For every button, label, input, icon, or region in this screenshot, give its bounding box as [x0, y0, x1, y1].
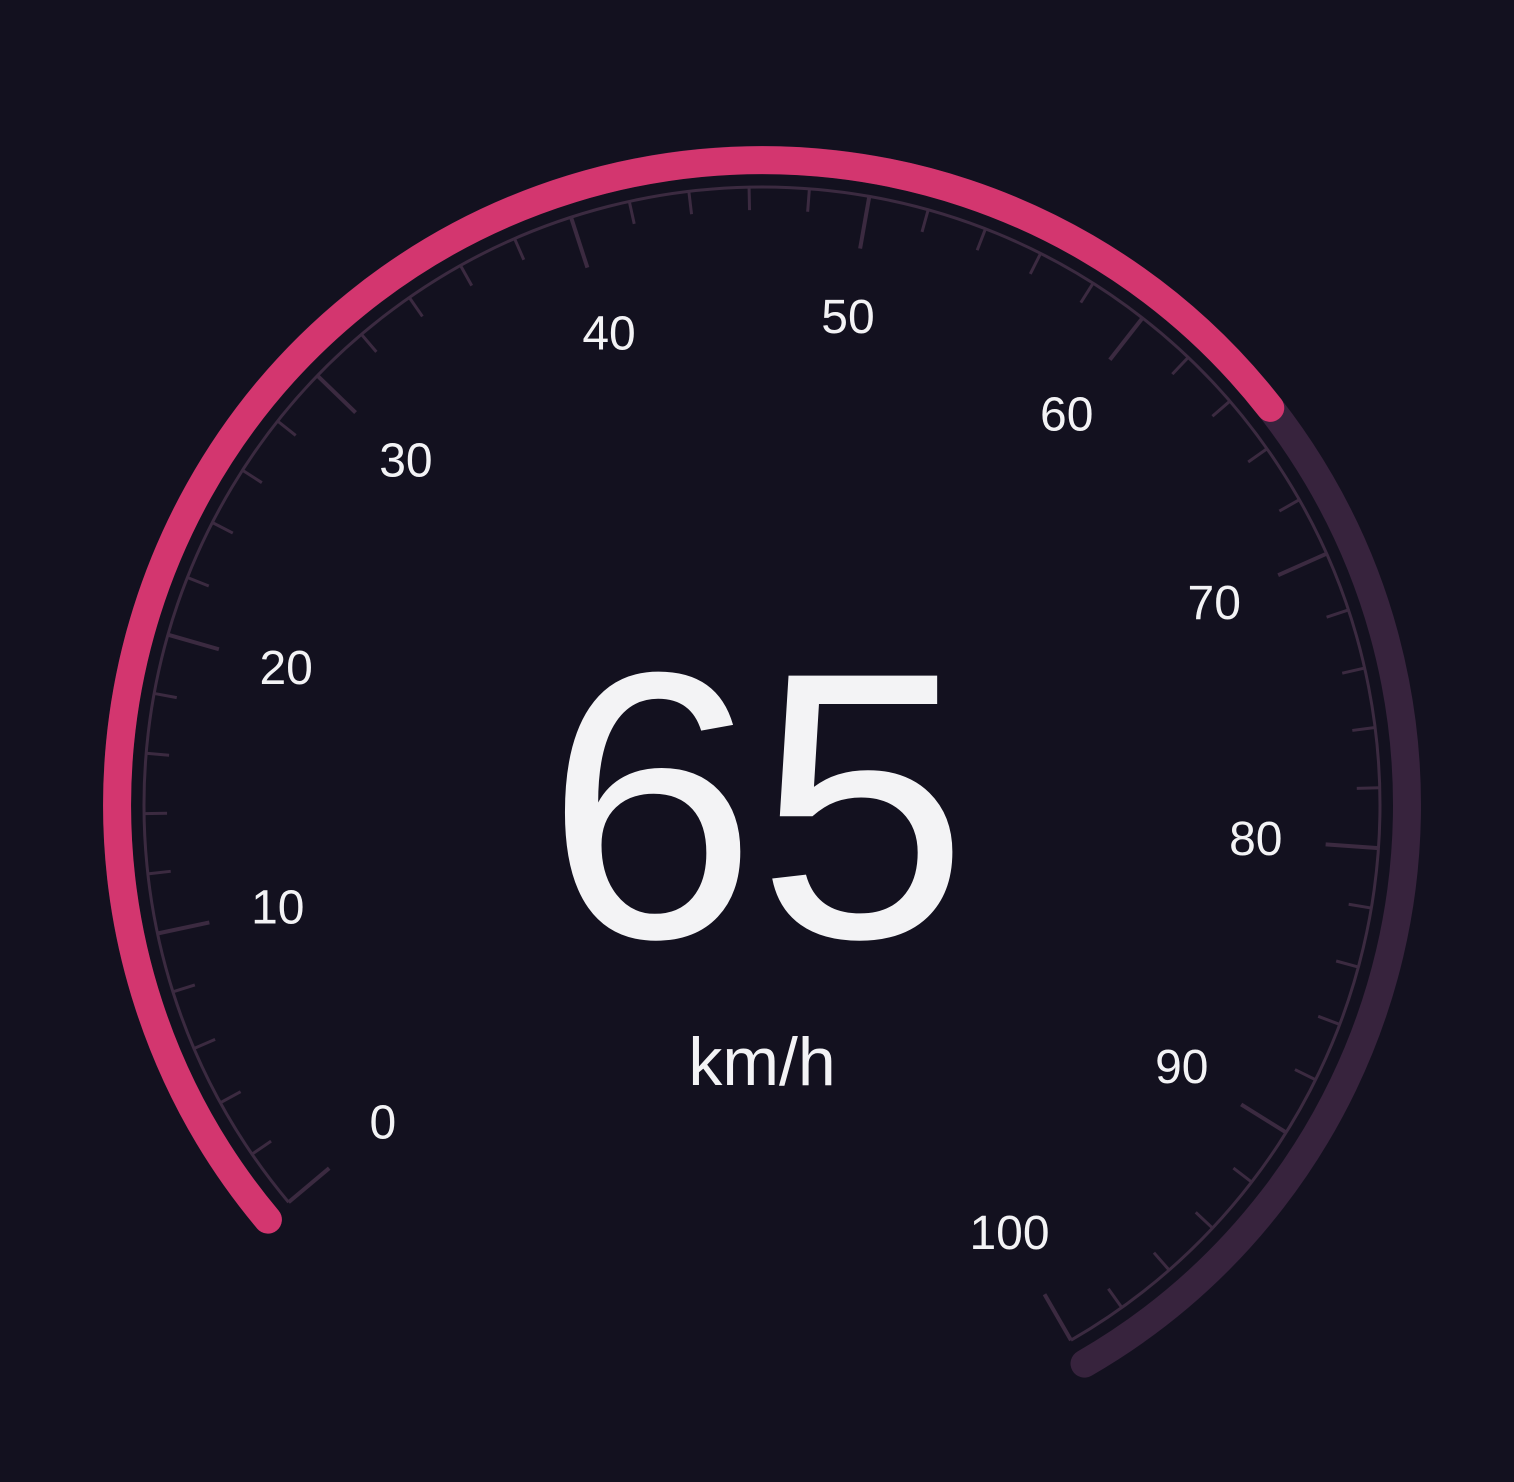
minor-tick — [276, 419, 297, 437]
minor-tick — [153, 691, 178, 700]
minor-tick — [627, 201, 636, 225]
minor-tick — [1317, 1014, 1341, 1026]
minor-tick — [1348, 902, 1372, 910]
minor-tick — [211, 521, 234, 535]
minor-tick — [186, 576, 210, 588]
minor-tick — [920, 209, 930, 233]
tick-label: 80 — [1229, 813, 1282, 866]
major-tick — [167, 632, 220, 652]
minor-tick — [1278, 498, 1301, 513]
minor-tick — [146, 751, 170, 757]
tick-label: 60 — [1040, 388, 1093, 441]
minor-tick — [193, 1038, 216, 1050]
tick-label: 10 — [251, 881, 304, 934]
minor-tick — [1232, 1166, 1253, 1184]
major-tick — [858, 196, 872, 249]
minor-tick — [219, 1090, 242, 1105]
tick-label: 40 — [582, 308, 635, 361]
minor-tick — [687, 191, 694, 215]
minor-tick — [147, 869, 171, 876]
minor-tick — [172, 983, 196, 994]
tick-labels: 0 10 20 30 40 50 60 70 80 90 100 — [251, 291, 1282, 1260]
major-tick — [157, 920, 210, 936]
minor-tick — [1352, 726, 1376, 732]
minor-tick — [1152, 1251, 1171, 1271]
minor-tick — [408, 296, 424, 318]
major-tick — [1108, 316, 1145, 362]
major-tick — [1277, 551, 1328, 578]
minor-tick — [1335, 959, 1359, 969]
minor-tick — [1211, 400, 1231, 418]
minor-tick — [459, 264, 474, 287]
major-tick — [569, 216, 590, 269]
minor-tick — [1171, 356, 1190, 376]
minor-tick — [513, 238, 526, 261]
speed-value: 65 — [546, 593, 969, 1018]
minor-tick — [251, 1139, 272, 1156]
tick-marks — [142, 185, 1382, 1342]
major-tick — [316, 374, 357, 414]
major-tick — [1240, 1102, 1288, 1135]
major-tick — [1325, 842, 1379, 851]
minor-tick — [1107, 1287, 1123, 1309]
minor-tick — [806, 188, 811, 212]
tick-label: 70 — [1188, 577, 1241, 630]
minor-tick — [241, 468, 263, 484]
tick-label: 0 — [369, 1097, 396, 1150]
minor-tick — [1079, 282, 1095, 304]
minor-tick — [1247, 447, 1268, 464]
speed-unit: km/h — [688, 1024, 835, 1100]
tick-label: 100 — [969, 1207, 1049, 1260]
minor-tick — [1028, 252, 1042, 275]
tick-label: 20 — [259, 642, 312, 695]
tick-label: 50 — [821, 291, 874, 344]
tick-label: 30 — [379, 435, 432, 488]
minor-tick — [1326, 608, 1349, 619]
minor-tick — [1341, 666, 1365, 675]
minor-tick — [1194, 1211, 1214, 1230]
minor-tick — [975, 228, 987, 251]
minor-tick — [1356, 786, 1380, 790]
minor-tick — [360, 333, 378, 353]
tick-ring — [142, 185, 1382, 1342]
major-tick — [1042, 1293, 1073, 1342]
minor-tick — [1294, 1068, 1317, 1082]
major-tick — [287, 1166, 331, 1204]
tick-label: 90 — [1155, 1041, 1208, 1094]
gauge-progress-arc — [103, 146, 1285, 1234]
